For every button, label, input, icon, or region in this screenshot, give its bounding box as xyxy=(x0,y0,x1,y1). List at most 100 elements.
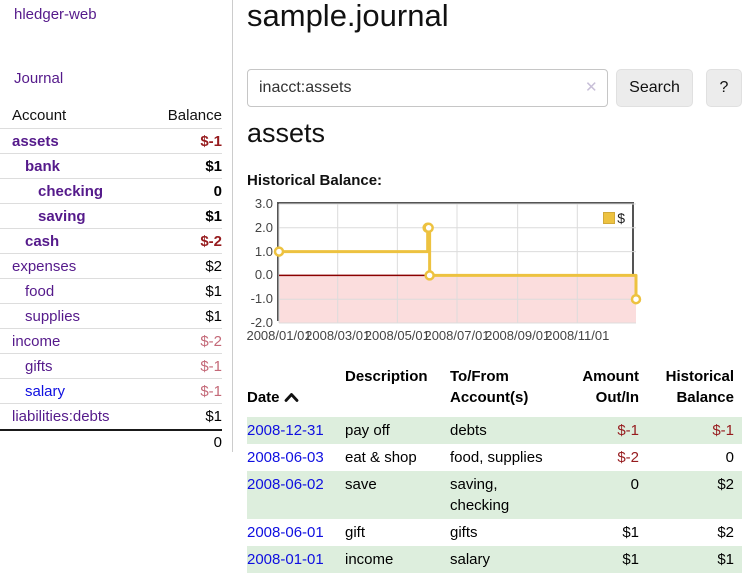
balance-column-header: Balance xyxy=(167,106,222,124)
x-tick-label: 2008/11/01 xyxy=(545,328,610,343)
chart-title-label: Historical Balance: xyxy=(247,172,383,189)
account-link[interactable]: saving xyxy=(38,207,86,225)
register-table: Date Description To/From Account(s) Amou… xyxy=(247,363,742,573)
account-balance: $-1 xyxy=(200,357,222,375)
account-link[interactable]: liabilities:debts xyxy=(12,408,110,425)
y-axis-labels: 3.0 2.0 1.0 0.0 -1.0 -2.0 xyxy=(247,196,273,348)
account-balance: $1 xyxy=(205,157,222,175)
account-link[interactable]: expenses xyxy=(12,257,77,275)
account-link[interactable]: assets xyxy=(12,132,59,150)
account-row: assets $-1 xyxy=(0,129,222,154)
account-link[interactable]: income xyxy=(12,332,61,350)
y-tick-label: -1.0 xyxy=(250,291,273,307)
description-cell: pay off xyxy=(345,422,390,439)
search-bar: ✕ Search ? xyxy=(247,69,742,107)
app-title-link[interactable]: hledger-web xyxy=(14,6,97,23)
date-cell: 2008-06-03 xyxy=(247,444,345,471)
amount-cell: $-1 xyxy=(617,422,639,439)
accounts-cell: salary xyxy=(450,551,491,568)
transaction-date-link[interactable]: 2008-12-31 xyxy=(247,422,324,439)
chart-canvas xyxy=(273,203,642,324)
transaction-row: 2008-06-03 eat & shop food, supplies $-2 0 xyxy=(247,444,742,471)
date-column-header[interactable]: Date xyxy=(247,363,345,412)
nav-journal-link[interactable]: Journal xyxy=(14,70,64,87)
balance-cell: $2 xyxy=(717,524,734,541)
transaction-date-link[interactable]: 2008-06-01 xyxy=(247,524,324,541)
accounts-cell: gifts xyxy=(450,524,478,541)
x-tick-label: 2008/07/01 xyxy=(424,328,490,343)
account-link[interactable]: food xyxy=(25,282,55,300)
account-row: expenses $2 xyxy=(0,254,222,279)
account-row: checking 0 xyxy=(0,179,222,204)
clear-search-icon[interactable]: ✕ xyxy=(585,79,598,96)
account-balance: $2 xyxy=(205,257,222,275)
date-cell: 2008-01-01 xyxy=(247,546,345,573)
date-cell: 2008-06-01 xyxy=(247,519,345,546)
x-tick-label: 2008/01/01 xyxy=(246,328,312,343)
account-column-header: Account xyxy=(12,106,67,124)
transaction-date-link[interactable]: 2008-06-02 xyxy=(247,476,324,493)
transaction-row: 2008-06-01 gift gifts $1 $2 xyxy=(247,519,742,546)
account-row: salary $-1 xyxy=(0,379,222,404)
y-tick-label: 1.0 xyxy=(254,243,273,259)
transaction-date-link[interactable]: 2008-01-01 xyxy=(247,551,324,568)
chart-legend: $ xyxy=(600,208,628,228)
legend-label: $ xyxy=(617,210,625,226)
x-tick-label: 2008/09/01 xyxy=(485,328,551,343)
account-row: bank $1 xyxy=(0,154,222,179)
account-balance: 0 xyxy=(213,182,222,200)
page-title: sample.journal xyxy=(247,0,449,33)
help-button[interactable]: ? xyxy=(706,69,742,107)
account-link[interactable]: cash xyxy=(25,232,60,250)
account-balance: $1 xyxy=(205,307,222,325)
account-balance: $1 xyxy=(205,282,222,300)
accounts-total-row: 0 xyxy=(0,429,222,454)
balance-column-header: Historical Balance xyxy=(665,368,734,406)
description-column-header: Description xyxy=(345,368,428,385)
plot-area: $ xyxy=(273,202,642,324)
transaction-row: 2008-12-31 pay off debts $-1 $-1 xyxy=(247,417,742,444)
balance-cell: $-1 xyxy=(712,422,734,439)
description-cell: eat & shop xyxy=(345,449,417,466)
search-input[interactable] xyxy=(247,69,608,107)
accounts-cell: food, supplies xyxy=(450,449,543,466)
account-link[interactable]: supplies xyxy=(25,307,81,325)
account-balance: $1 xyxy=(205,207,222,225)
account-row: supplies $1 xyxy=(0,304,222,329)
x-tick-label: 2008/03/01 xyxy=(305,328,371,343)
register-header-row: Date Description To/From Account(s) Amou… xyxy=(247,363,742,412)
balance-cell: $1 xyxy=(717,551,734,568)
date-cell: 2008-12-31 xyxy=(247,417,345,444)
accounts-column-header: To/From Account(s) xyxy=(450,368,529,406)
transaction-row: 2008-01-01 income salary $1 $1 xyxy=(247,546,742,573)
search-button[interactable]: Search xyxy=(616,69,693,107)
account-link[interactable]: checking xyxy=(38,182,104,200)
balance-cell: $2 xyxy=(717,476,734,493)
description-cell: gift xyxy=(345,524,366,541)
accounts-total-value: 0 xyxy=(213,434,222,451)
description-cell: save xyxy=(345,476,377,493)
account-link[interactable]: salary xyxy=(25,382,66,400)
sort-ascending-icon xyxy=(284,388,299,409)
main-content: sample.journal ✕ Search ? assets Histori… xyxy=(246,0,742,582)
accounts-table-body: assets $-1 bank $1 checking 0 saving $1 cash $-2 e… xyxy=(0,129,222,429)
accounts-cell: debts xyxy=(450,422,487,439)
y-tick-label: 3.0 xyxy=(254,196,273,211)
account-row: liabilities:debts $1 xyxy=(0,404,222,429)
transaction-date-link[interactable]: 2008-06-03 xyxy=(247,449,324,466)
transaction-row: 2008-06-02 save saving, checking 0 $2 xyxy=(247,471,742,519)
account-heading: assets xyxy=(247,118,326,148)
account-row: income $-2 xyxy=(0,329,222,354)
account-balance: $-2 xyxy=(200,232,222,250)
accounts-cell: saving, checking xyxy=(450,476,510,514)
description-cell: income xyxy=(345,551,394,568)
y-tick-label: 0.0 xyxy=(254,267,273,283)
sidebar: hledger-web Journal Account Balance asse… xyxy=(0,0,233,452)
account-link[interactable]: bank xyxy=(25,157,61,175)
legend-swatch-icon xyxy=(603,212,616,224)
account-balance: $-1 xyxy=(200,382,222,400)
account-balance: $-2 xyxy=(200,332,222,350)
amount-cell: $-2 xyxy=(617,449,639,466)
account-row: food $1 xyxy=(0,279,222,304)
account-link[interactable]: gifts xyxy=(25,357,53,375)
